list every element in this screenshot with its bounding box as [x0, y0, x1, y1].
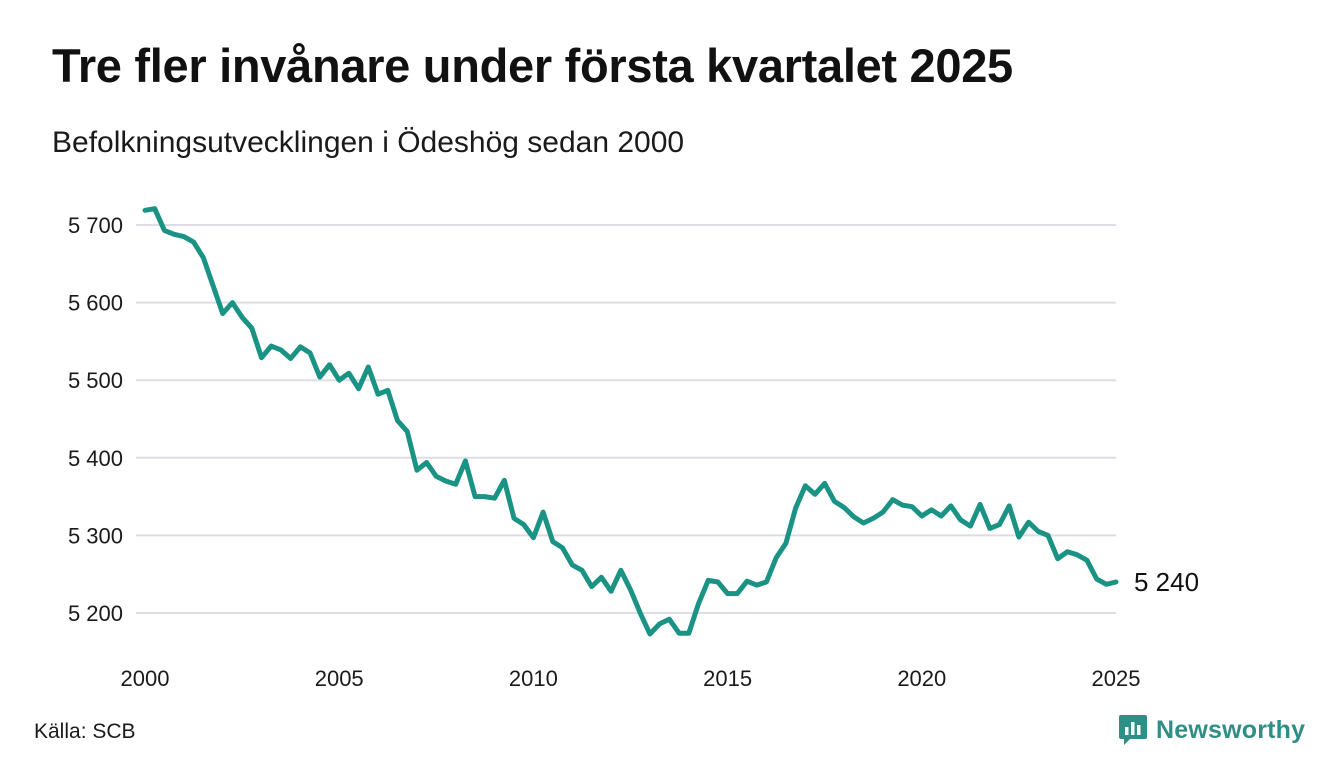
chart-title: Tre fler invånare under första kvartalet… — [52, 39, 1013, 92]
x-axis-ticks: 2000 2005 2010 2015 2020 2025 — [121, 666, 1141, 691]
y-tick-label-5700: 5 700 — [68, 213, 123, 238]
end-label-layer: 5 240 — [1134, 567, 1199, 597]
y-tick-label-5600: 5 600 — [68, 291, 123, 316]
y-tick-label-5400: 5 400 — [68, 446, 123, 471]
gridlines — [136, 224, 1116, 614]
end-value-label: 5 240 — [1134, 567, 1199, 597]
brand-logo: Newsworthy — [1118, 713, 1305, 747]
series-layer — [142, 206, 1119, 637]
y-tick-label-5200: 5 200 — [68, 601, 123, 626]
x-tick-label-2015: 2015 — [703, 666, 752, 691]
x-tick-label-2005: 2005 — [315, 666, 364, 691]
x-tick-label-2000: 2000 — [121, 666, 170, 691]
y-tick-label-5300: 5 300 — [68, 523, 123, 548]
x-tick-label-2025: 2025 — [1092, 666, 1141, 691]
x-tick-label-2010: 2010 — [509, 666, 558, 691]
x-tick-label-2020: 2020 — [897, 666, 946, 691]
y-tick-label-5500: 5 500 — [68, 368, 123, 393]
series-line — [142, 206, 1119, 637]
source-note: Källa: SCB — [34, 720, 136, 743]
chart-subtitle: Befolkningsutvecklingen i Ödeshög sedan … — [52, 126, 685, 159]
newsworthy-logo-icon — [1119, 715, 1147, 745]
brand-name: Newsworthy — [1156, 715, 1306, 744]
y-axis-ticks: 5 200 5 300 5 400 5 500 5 600 5 700 — [68, 213, 123, 626]
